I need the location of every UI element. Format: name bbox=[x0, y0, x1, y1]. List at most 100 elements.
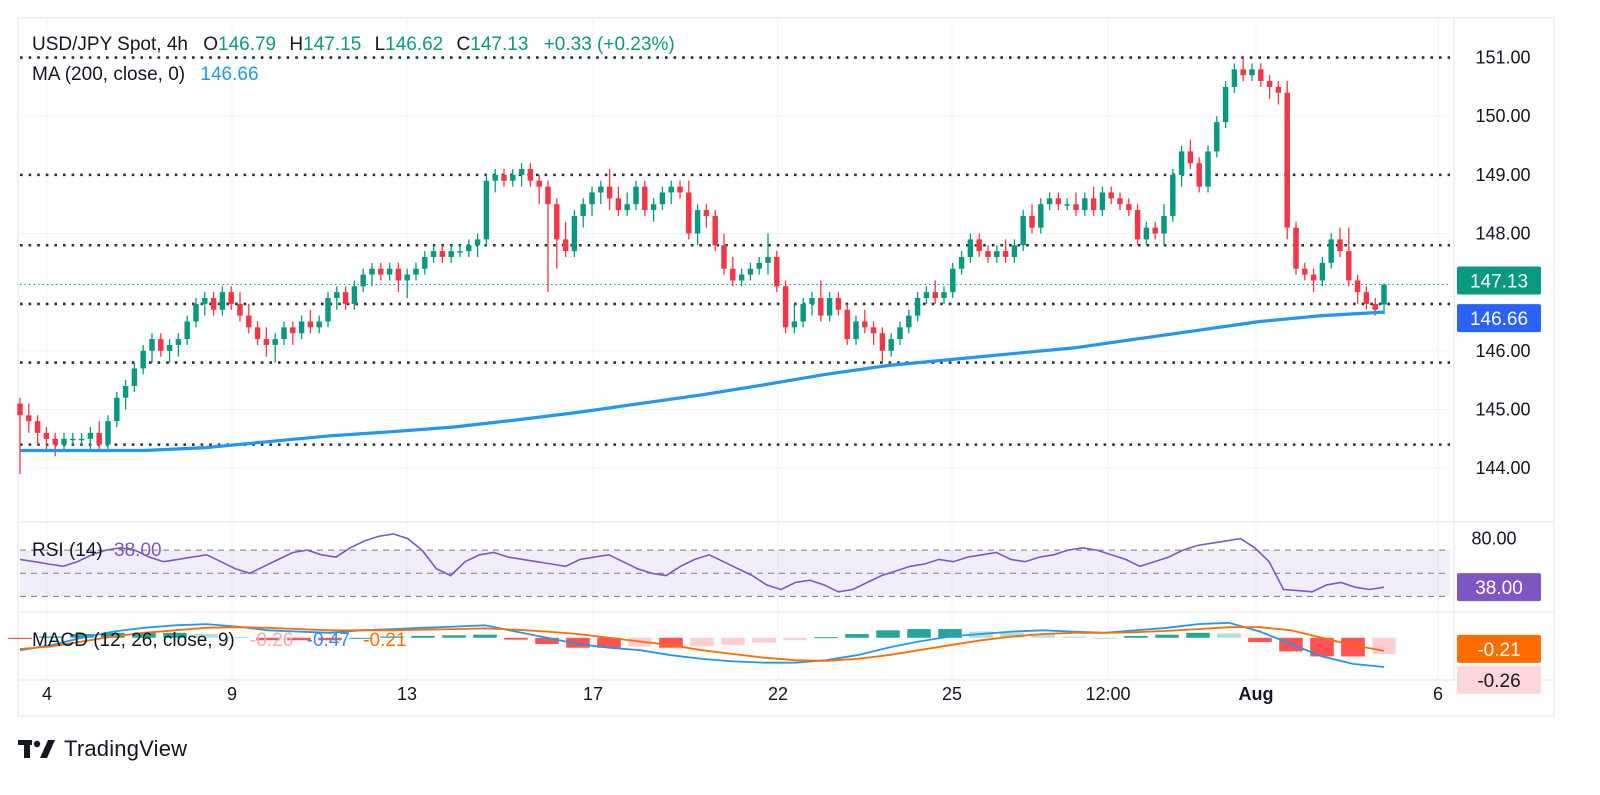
macd-histogram-bar bbox=[349, 637, 373, 639]
macd-histogram-bar bbox=[504, 637, 528, 640]
candle-body bbox=[501, 174, 507, 181]
candle-body bbox=[1240, 69, 1246, 76]
candle-body bbox=[1205, 151, 1211, 187]
candle-body bbox=[703, 210, 710, 216]
candle-body bbox=[571, 215, 578, 252]
x-tick-label: 17 bbox=[583, 684, 603, 704]
macd-label: MACD (12, 26, close, 9) bbox=[32, 630, 235, 651]
macd-histogram-bar bbox=[318, 637, 342, 641]
macd-hist-value: -0.26 bbox=[250, 630, 294, 651]
candle-body bbox=[1090, 198, 1097, 211]
macd-histogram-bar bbox=[132, 632, 156, 638]
low-label: L bbox=[374, 34, 386, 55]
candle-body bbox=[1222, 86, 1229, 123]
y-tick-label: 149.00 bbox=[1475, 165, 1530, 185]
rsi-badge bbox=[1457, 573, 1541, 602]
candle-body bbox=[184, 321, 190, 340]
candle-body bbox=[1381, 284, 1387, 305]
candle-body bbox=[756, 262, 762, 269]
candle-body bbox=[1073, 204, 1079, 211]
candle-body bbox=[712, 215, 718, 246]
candle-body bbox=[52, 438, 58, 445]
macd-histogram-bar bbox=[721, 637, 745, 646]
candle-body bbox=[360, 274, 366, 287]
candle-body bbox=[818, 298, 824, 316]
candle-body bbox=[175, 339, 182, 345]
candle-body bbox=[166, 344, 173, 351]
candle-body bbox=[721, 245, 727, 269]
macd-histogram-bar bbox=[752, 637, 776, 643]
candle-body bbox=[263, 339, 270, 345]
rsi-pane: 80.00 38.00 bbox=[19, 529, 1541, 602]
x-tick-label: 4 bbox=[42, 684, 52, 704]
candle-body bbox=[1161, 215, 1167, 234]
candle-body bbox=[369, 268, 375, 275]
candle-body bbox=[906, 315, 912, 328]
y-tick-label: 150.00 bbox=[1475, 106, 1530, 126]
x-tick-label: 13 bbox=[397, 684, 417, 704]
candle-body bbox=[1152, 227, 1158, 234]
candle-body bbox=[958, 256, 965, 269]
candle-body bbox=[96, 432, 102, 445]
candle-body bbox=[114, 397, 120, 422]
candle-body bbox=[888, 339, 894, 351]
macd-line-value: -0.47 bbox=[306, 630, 350, 651]
rsi-legend[interactable]: RSI (14) 38.00 bbox=[32, 540, 162, 562]
macd-histogram-bar bbox=[814, 637, 838, 639]
candle-body bbox=[307, 321, 314, 328]
candle-body bbox=[61, 438, 67, 445]
candle-body bbox=[1082, 198, 1088, 211]
candle-body bbox=[413, 268, 419, 275]
candle-body bbox=[1284, 92, 1290, 228]
candle-body bbox=[668, 186, 674, 193]
macd-histogram-bar bbox=[194, 634, 218, 638]
candle-body bbox=[1064, 204, 1070, 206]
candle-body bbox=[105, 421, 111, 445]
candle-body bbox=[448, 251, 454, 257]
candle-body bbox=[474, 239, 481, 246]
candle-body bbox=[131, 368, 138, 386]
candle-body bbox=[193, 303, 199, 322]
brand[interactable]: TradingView bbox=[18, 736, 187, 762]
candle-body bbox=[466, 245, 472, 252]
candle-body bbox=[809, 298, 815, 304]
macd-histogram-bar bbox=[256, 637, 280, 641]
y-tick-label: 146.00 bbox=[1475, 341, 1530, 361]
ma-legend[interactable]: MA (200, close, 0) 146.66 bbox=[32, 64, 259, 86]
candle-body bbox=[1231, 69, 1238, 87]
macd-histogram-bar bbox=[411, 635, 435, 638]
open-value: 146.79 bbox=[218, 34, 277, 55]
rsi-value: 38.00 bbox=[114, 540, 162, 561]
macd-histogram-bar bbox=[566, 637, 590, 648]
macd-histogram-bar bbox=[442, 635, 466, 638]
candle-body bbox=[624, 204, 630, 211]
x-tick-label: 9 bbox=[227, 684, 237, 704]
candles bbox=[17, 57, 1387, 474]
candle-body bbox=[483, 180, 490, 240]
candle-body bbox=[1275, 86, 1282, 93]
candle-body bbox=[254, 327, 261, 340]
candle-body bbox=[1266, 81, 1273, 87]
price-badge-label: 146.66 bbox=[1470, 309, 1528, 330]
candle-body bbox=[985, 251, 991, 257]
candle-body bbox=[862, 321, 868, 328]
macd-histogram-bar bbox=[1062, 636, 1086, 638]
price-badge bbox=[1457, 304, 1541, 333]
candle-body bbox=[1055, 198, 1062, 205]
macd-histogram-bar bbox=[845, 634, 869, 638]
candle-body bbox=[686, 192, 692, 234]
candle-body bbox=[202, 298, 208, 304]
candle-body bbox=[17, 403, 23, 416]
candle-body bbox=[580, 204, 586, 216]
symbol-title[interactable]: USD/JPY Spot, 4h bbox=[32, 34, 188, 55]
macd-histogram-bar bbox=[659, 637, 683, 648]
candle-body bbox=[34, 421, 41, 433]
candle-body bbox=[219, 292, 226, 310]
price-badge-label: 147.13 bbox=[1470, 272, 1528, 293]
ohlc-header: USD/JPY Spot, 4h O146.79 H147.15 L146.62… bbox=[32, 34, 675, 56]
macd-legend[interactable]: MACD (12, 26, close, 9) -0.26 -0.47 -0.2… bbox=[32, 630, 407, 652]
price-badge bbox=[1457, 266, 1541, 295]
candle-body bbox=[430, 251, 437, 257]
candle-body bbox=[272, 339, 278, 345]
